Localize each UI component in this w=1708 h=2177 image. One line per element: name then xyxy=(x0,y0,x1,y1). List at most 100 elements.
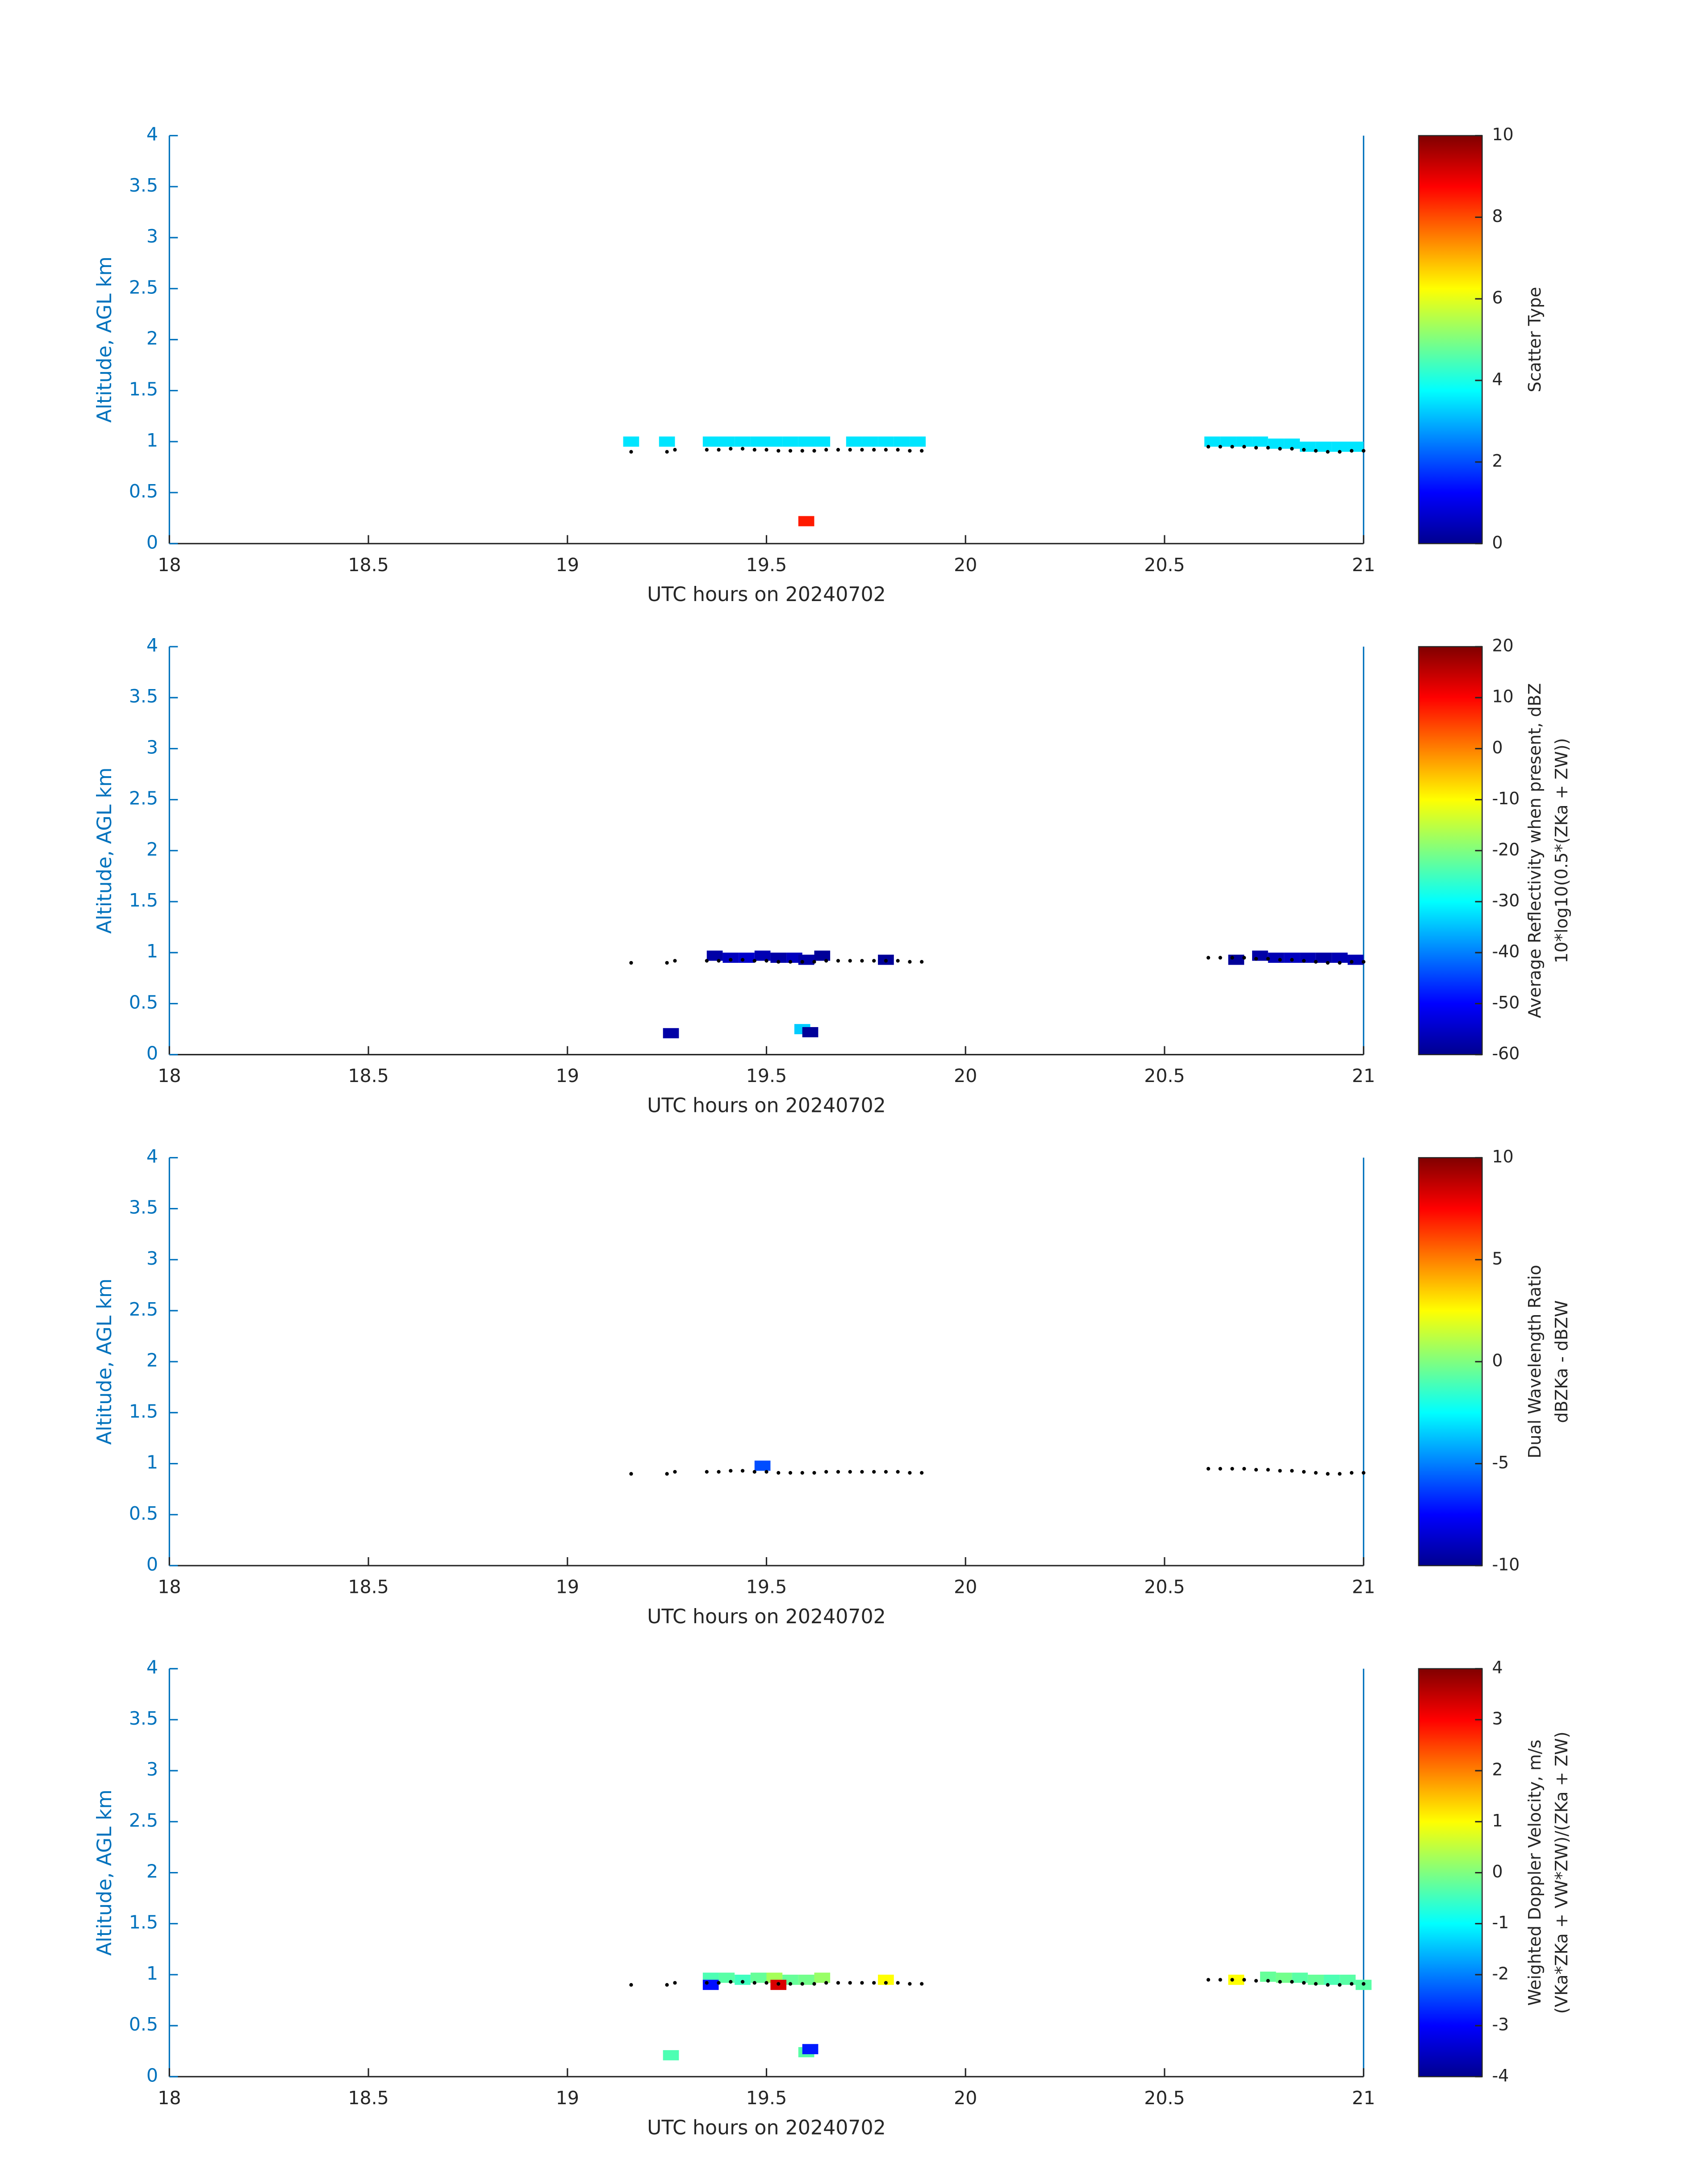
data-cell xyxy=(702,436,719,447)
cloud-dot xyxy=(920,449,924,453)
cloud-dot xyxy=(629,1472,633,1476)
cloud-dot xyxy=(1326,450,1330,454)
colorbar xyxy=(1418,646,1483,1055)
colorbar-label: dBZKa - dBZW xyxy=(1552,1300,1571,1423)
cloud-dot xyxy=(1361,1982,1366,1986)
cloud-dot xyxy=(1349,449,1354,453)
colorbar-label: Weighted Doppler Velocity, m/s xyxy=(1525,1740,1545,2006)
y-tick-label: 2 xyxy=(146,839,158,860)
cloud-dot xyxy=(1338,1983,1342,1987)
colorbar-tick-label: 2 xyxy=(1492,451,1503,471)
colorbar-label: (VKa*ZKa + VW*ZW)/(ZKa + ZW) xyxy=(1552,1731,1571,2014)
data-cell xyxy=(702,1980,719,1990)
cloud-dot xyxy=(1206,1978,1211,1982)
data-cell xyxy=(802,1027,819,1037)
cloud-dot xyxy=(836,1981,840,1985)
cloud-dot xyxy=(764,959,768,963)
colorbar-tick-label: -10 xyxy=(1492,789,1520,808)
data-cell xyxy=(1315,953,1332,963)
colorbar-tick-label: 1 xyxy=(1492,1811,1503,1830)
colorbar-tick-label: -4 xyxy=(1492,2066,1509,2085)
y-tick-label: 3.5 xyxy=(129,1197,158,1218)
cloud-dot xyxy=(1206,1467,1211,1471)
x-tick-label: 19 xyxy=(556,1065,579,1086)
cloud-dot xyxy=(812,1471,816,1475)
y-tick-label: 2 xyxy=(146,328,158,349)
cloud-dot xyxy=(777,960,781,964)
cloud-dot xyxy=(896,1470,900,1474)
data-cell xyxy=(862,436,878,447)
data-cell xyxy=(754,950,771,961)
cloud-dot xyxy=(1278,958,1282,962)
data-cell xyxy=(706,950,723,961)
y-tick-label: 0 xyxy=(146,531,158,553)
y-tick-label: 1.5 xyxy=(129,1400,158,1422)
cloud-dot xyxy=(705,448,709,452)
cloud-dot xyxy=(824,1981,828,1985)
data-cell xyxy=(1284,953,1300,963)
colorbar-label: 10*log10(0.5*(ZKa + ZW)) xyxy=(1552,738,1571,964)
cloud-dot xyxy=(777,1471,781,1475)
colorbar-tick-label: 2 xyxy=(1492,1760,1503,1780)
x-tick-label: 19.5 xyxy=(746,2087,787,2109)
data-cell xyxy=(735,436,751,447)
cloud-dot xyxy=(1361,1471,1366,1475)
y-tick-label: 4 xyxy=(146,635,158,656)
y-tick-label: 3 xyxy=(146,736,158,758)
colorbar-label: Average Reflectivity when present, dBZ xyxy=(1525,683,1545,1018)
y-tick-label: 0.5 xyxy=(129,991,158,1013)
cloud-dot xyxy=(1266,957,1270,961)
y-axis-label: Altitude, AGL km xyxy=(93,768,116,934)
cloud-dot xyxy=(848,1470,852,1474)
cloud-dot xyxy=(872,448,876,452)
data-cell xyxy=(659,436,675,447)
x-tick-label: 18.5 xyxy=(348,554,388,576)
colorbar-tick-label: 4 xyxy=(1492,369,1503,389)
cloud-dot xyxy=(860,1981,864,1985)
data-cell xyxy=(1220,436,1236,447)
cloud-dot xyxy=(1290,958,1294,962)
cloud-dot xyxy=(752,1470,756,1474)
x-axis-label: UTC hours on 20240702 xyxy=(647,1095,886,1117)
data-cell xyxy=(770,953,787,963)
y-tick-label: 1.5 xyxy=(129,379,158,400)
y-tick-label: 0.5 xyxy=(129,2014,158,2035)
colorbar-tick-label: 4 xyxy=(1492,1658,1503,1677)
data-cell xyxy=(663,2050,679,2060)
cloud-dot xyxy=(1338,450,1342,454)
cloud-dot xyxy=(1254,1468,1258,1472)
data-cell xyxy=(878,436,894,447)
colorbar-tick-label: -60 xyxy=(1492,1044,1520,1063)
colorbar-tick-label: 8 xyxy=(1492,206,1503,226)
data-cell xyxy=(1332,953,1348,963)
y-tick-label: 3 xyxy=(146,226,158,247)
y-tick-label: 3 xyxy=(146,1759,158,1780)
data-cell xyxy=(814,436,831,447)
cloud-dot xyxy=(1254,446,1258,450)
cloud-dot xyxy=(1326,1983,1330,1987)
cloud-dot xyxy=(812,960,816,964)
cloud-dot xyxy=(1290,1980,1294,1984)
data-cell xyxy=(1284,439,1300,449)
cloud-dot xyxy=(920,1471,924,1475)
cloud-dot xyxy=(884,448,888,452)
y-tick-label: 0 xyxy=(146,2064,158,2086)
cloud-dot xyxy=(788,449,793,453)
cloud-dot xyxy=(860,1470,864,1474)
colorbar-tick-label: 6 xyxy=(1492,288,1503,308)
x-tick-label: 20.5 xyxy=(1144,1576,1185,1598)
x-axis-label: UTC hours on 20240702 xyxy=(647,1605,886,1628)
data-cell xyxy=(1292,1972,1308,1983)
data-cell xyxy=(802,2044,819,2055)
cloud-dot xyxy=(824,1470,828,1474)
y-tick-label: 1 xyxy=(146,1452,158,1473)
cloud-dot xyxy=(800,1471,804,1475)
x-tick-label: 18.5 xyxy=(348,1065,388,1086)
cloud-dot xyxy=(1314,1471,1318,1475)
colorbar-tick-label: -5 xyxy=(1492,1453,1509,1472)
colorbar-tick-label: 5 xyxy=(1492,1249,1503,1268)
data-cell xyxy=(750,436,767,447)
colorbar-tick-label: -50 xyxy=(1492,993,1520,1012)
cloud-dot xyxy=(920,960,924,964)
